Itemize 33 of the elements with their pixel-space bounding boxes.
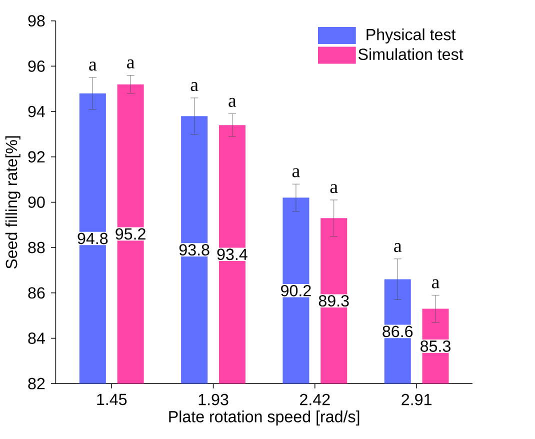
data-label: 94.8 xyxy=(78,232,108,244)
y-axis-title: Seed filling rate[%] xyxy=(5,136,20,268)
annotation: a xyxy=(127,59,134,68)
data-label: 90.2 xyxy=(281,284,311,296)
data-label: 86.6 xyxy=(382,326,413,337)
data-label: 85.3 xyxy=(420,340,450,352)
annotation: a xyxy=(228,98,236,107)
data-label: 93.4 xyxy=(217,248,248,260)
y-tick-label: 90 xyxy=(28,196,45,208)
legend-label: Physical test xyxy=(366,28,456,44)
x-tick-label: 2.91 xyxy=(402,394,432,406)
y-tick-label: 82 xyxy=(28,378,45,390)
data-label: 95.2 xyxy=(116,228,146,240)
y-tick-label: 84 xyxy=(28,332,45,344)
annotation: a xyxy=(190,82,198,91)
annotation: a xyxy=(432,279,440,288)
y-tick-label: 98 xyxy=(28,14,45,26)
x-tick-label: 2.42 xyxy=(300,394,330,405)
y-tick-label: 88 xyxy=(28,242,45,254)
x-tick-label: 1.93 xyxy=(198,394,228,406)
annotation: a xyxy=(292,168,300,178)
data-label: 93.8 xyxy=(179,244,210,256)
y-tick-label: 92 xyxy=(28,150,45,162)
y-tick-label: 96 xyxy=(28,60,45,72)
y-tick-label: 86 xyxy=(28,286,45,298)
data-label: 89.3 xyxy=(318,294,349,306)
annotation: a xyxy=(89,61,97,70)
legend-label: Simulation test xyxy=(358,48,464,60)
annotation: a xyxy=(394,242,402,252)
annotation: a xyxy=(330,184,338,193)
y-tick-label: 94 xyxy=(28,106,45,117)
x-tick-label: 1.45 xyxy=(97,394,127,405)
x-axis-title: Plate rotation speed [rad/s] xyxy=(169,410,360,426)
